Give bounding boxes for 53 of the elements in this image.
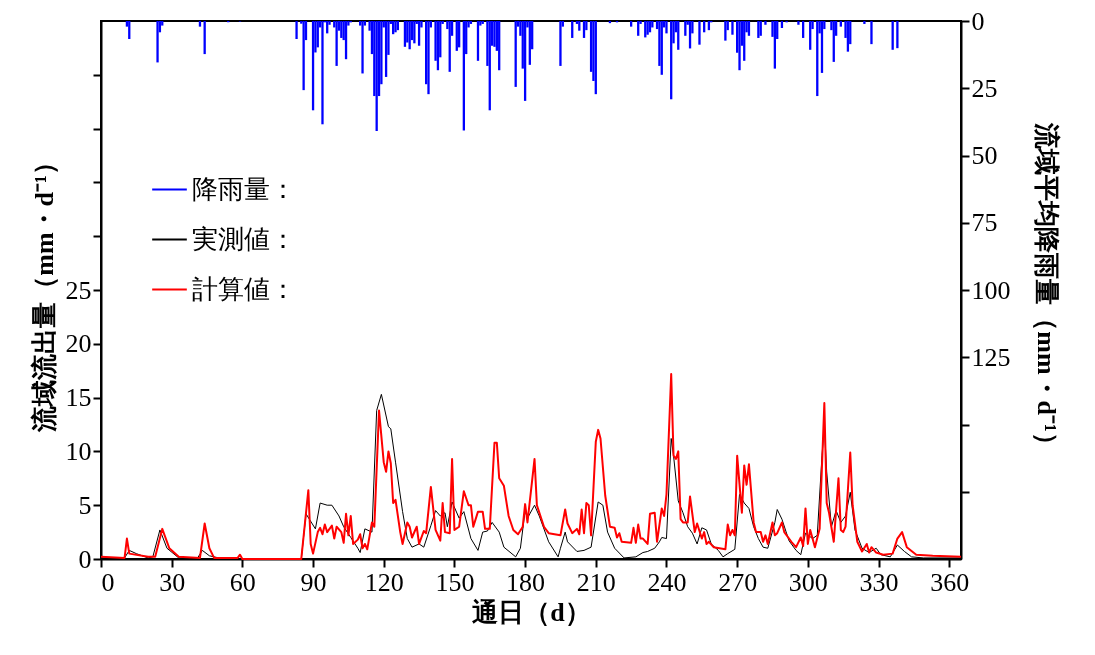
bar xyxy=(578,21,581,31)
bar xyxy=(427,21,430,95)
x-tick-label: 210 xyxy=(576,567,616,597)
x-tick-label: 90 xyxy=(300,567,327,597)
bar xyxy=(295,21,298,40)
bar xyxy=(665,21,668,34)
y-tick-label: 0 xyxy=(78,544,92,574)
bar xyxy=(797,21,800,25)
legend-label: 降雨量： xyxy=(192,174,296,204)
y2-tick-label: 125 xyxy=(971,342,1011,372)
x-tick-label: 270 xyxy=(718,567,758,597)
bar xyxy=(698,21,701,45)
bar xyxy=(629,21,633,27)
y2-tick-label: 75 xyxy=(971,208,998,238)
bar xyxy=(559,21,562,66)
bar xyxy=(156,21,159,63)
x-tick-label: 300 xyxy=(788,567,828,597)
x-tick-label: 30 xyxy=(159,567,186,597)
x-tick-label: 240 xyxy=(647,567,687,597)
bar xyxy=(839,21,842,27)
bar xyxy=(321,21,324,125)
y-tick-label: 10 xyxy=(65,436,92,466)
bar xyxy=(335,21,338,66)
legend-label: 計算値： xyxy=(192,274,296,304)
x-tick-label: 360 xyxy=(930,567,970,597)
y-tick-label: 20 xyxy=(65,329,92,359)
x-tick-label: 330 xyxy=(859,567,899,597)
x-tick-label: 60 xyxy=(229,567,256,597)
y2-tick-label: 0 xyxy=(971,6,985,36)
y-tick-label: 5 xyxy=(78,490,92,520)
bar xyxy=(764,21,767,25)
bar xyxy=(731,21,734,35)
y-tick-label: 25 xyxy=(65,275,92,305)
y2-tick-label: 50 xyxy=(971,141,998,170)
bar xyxy=(198,21,202,27)
y-axis-title: 流域流出量（mm・d⁻¹） xyxy=(29,149,59,433)
bar xyxy=(724,21,727,41)
x-axis-title: 通日（d） xyxy=(472,597,591,627)
x-tick-label: 150 xyxy=(435,567,475,597)
y2-tick-label: 25 xyxy=(971,73,998,103)
y2-tick-label: 100 xyxy=(971,275,1011,305)
x-tick-label: 120 xyxy=(364,567,404,597)
legend-label: 実測値： xyxy=(192,224,296,254)
bar xyxy=(738,21,741,71)
y2-axis-title: 流域平均降雨量（mm・d⁻¹） xyxy=(1031,122,1061,458)
bar xyxy=(302,21,305,91)
y-tick-label: 15 xyxy=(65,383,92,413)
bar xyxy=(896,21,899,49)
bar xyxy=(361,21,364,74)
bar xyxy=(870,21,873,45)
bar xyxy=(863,21,866,24)
x-tick-label: 0 xyxy=(101,567,115,597)
x-tick-label: 180 xyxy=(506,567,546,597)
